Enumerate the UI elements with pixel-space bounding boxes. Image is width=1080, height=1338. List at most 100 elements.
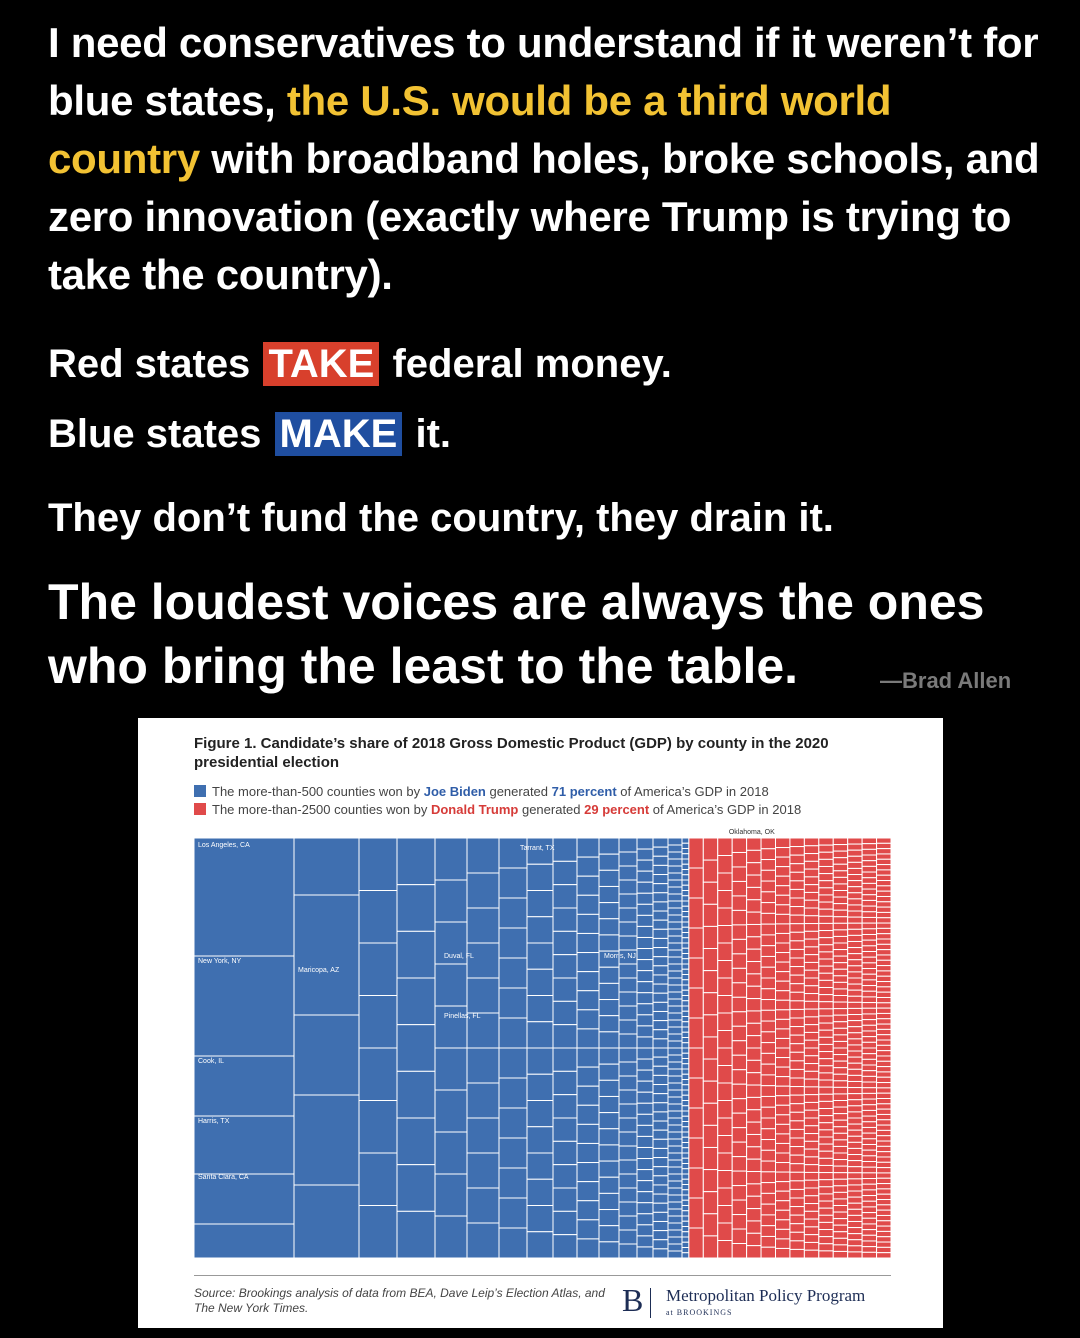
county-cell-biden	[681, 958, 690, 965]
county-cell-trump	[774, 1133, 791, 1144]
county-cell-trump	[746, 1047, 762, 1061]
county-cell-trump	[803, 907, 820, 917]
county-cell-trump	[717, 1135, 733, 1154]
county-cell-biden	[681, 1115, 690, 1122]
county-cell-biden	[358, 942, 398, 996]
county-cell-trump	[818, 937, 834, 946]
county-cell-biden	[466, 1082, 500, 1119]
county-cell-biden	[636, 1235, 654, 1248]
county-cell-trump	[789, 1197, 805, 1208]
county-cell-trump	[746, 948, 762, 963]
county-cell-biden	[576, 1066, 600, 1087]
county-cell-trump	[818, 844, 834, 853]
county-cell-biden	[652, 1239, 669, 1250]
county-cell-trump	[760, 934, 776, 947]
county-cell-trump	[832, 1054, 849, 1062]
county-cell-trump	[760, 945, 776, 957]
county-cell-biden	[652, 1129, 669, 1140]
county-cell-trump	[789, 1154, 805, 1165]
county-cell-biden	[466, 1117, 500, 1154]
county-cell-biden	[652, 983, 669, 994]
county-cell-biden	[652, 947, 669, 958]
county-cell-trump	[832, 962, 849, 970]
county-cell-biden	[681, 1010, 690, 1017]
county-cell-trump	[832, 1165, 849, 1174]
county-cell-biden	[293, 1014, 360, 1096]
county-cell-trump	[803, 876, 820, 886]
county-cell-biden	[681, 942, 690, 949]
county-cell-biden	[598, 902, 620, 920]
county-cell-trump	[818, 994, 834, 1003]
county-cell-trump	[774, 894, 791, 906]
county-cell-trump	[876, 1108, 892, 1115]
county-cell-biden	[193, 1055, 295, 1117]
county-cell-trump	[746, 1208, 762, 1222]
county-cell-biden	[667, 879, 683, 888]
county-cell-biden	[652, 855, 669, 866]
county-cell-trump	[774, 1228, 791, 1240]
county-cell-biden	[434, 1005, 468, 1049]
county-cell-trump	[774, 1190, 791, 1202]
county-cell-trump	[789, 1017, 805, 1028]
county-cell-trump	[861, 1013, 878, 1021]
county-cell-trump	[760, 923, 776, 936]
county-cell-trump	[717, 907, 733, 926]
county-cell-trump	[818, 1193, 834, 1202]
county-cell-biden	[636, 859, 654, 872]
county-cell-trump	[789, 923, 805, 933]
county-cell-trump	[717, 1082, 733, 1101]
county-cell-biden	[618, 865, 638, 881]
county-cell-trump	[731, 953, 748, 969]
county-cell-trump	[876, 1039, 892, 1046]
county-cell-trump	[832, 1047, 849, 1056]
county-cell-trump	[876, 1161, 892, 1169]
county-cell-biden	[576, 1028, 600, 1049]
county-cell-trump	[876, 1050, 892, 1057]
county-cell-trump	[861, 1143, 878, 1151]
county-cell-trump	[818, 1214, 834, 1223]
county-cell-biden	[667, 956, 683, 965]
county-cell-trump	[717, 1170, 733, 1189]
county-cell-trump	[789, 1137, 805, 1148]
county-cell-trump	[861, 1183, 878, 1191]
county-cell-trump	[789, 1188, 805, 1199]
county-cell-biden	[667, 1054, 683, 1063]
county-cell-trump	[818, 1115, 834, 1124]
county-cell-trump	[876, 1007, 892, 1014]
county-cell-trump	[746, 1158, 762, 1173]
county-cell-biden	[598, 1031, 620, 1049]
county-cell-trump	[760, 1160, 776, 1173]
county-cell-biden	[618, 1187, 638, 1203]
county-cell-biden	[552, 930, 578, 956]
county-cell-trump	[847, 983, 863, 991]
county-cell-biden	[598, 966, 620, 984]
county-cell-trump	[818, 1100, 834, 1110]
county-cell-biden	[681, 1184, 690, 1191]
county-cell-trump	[731, 895, 748, 911]
county-cell-biden	[681, 1173, 690, 1180]
county-cell-biden	[667, 1026, 683, 1035]
county-cell-trump	[847, 1062, 863, 1070]
county-cell-biden	[681, 842, 690, 849]
county-cell-trump	[760, 1052, 776, 1065]
county-cell-trump	[789, 1120, 805, 1130]
county-cell-trump	[876, 1103, 892, 1110]
county-cell-trump	[876, 911, 892, 919]
county-cell-trump	[789, 1094, 805, 1105]
legend-text: generated	[485, 784, 552, 799]
county-cell-trump	[818, 958, 834, 967]
county-cell-trump	[818, 979, 834, 988]
county-cell-biden	[576, 1123, 600, 1144]
county-cell-trump	[861, 973, 878, 981]
county-cell-biden	[667, 942, 683, 951]
county-cell-trump	[760, 1074, 776, 1087]
county-cell-biden	[498, 1167, 528, 1199]
county-cell-biden	[681, 1231, 690, 1238]
county-cell-trump	[861, 1223, 878, 1231]
county-cell-biden	[576, 875, 600, 896]
county-cell-biden	[681, 926, 690, 933]
county-cell-trump	[731, 1112, 748, 1129]
county-cell-trump	[876, 991, 892, 998]
county-cell-trump	[876, 1119, 892, 1126]
county-cell-biden	[652, 1184, 669, 1195]
